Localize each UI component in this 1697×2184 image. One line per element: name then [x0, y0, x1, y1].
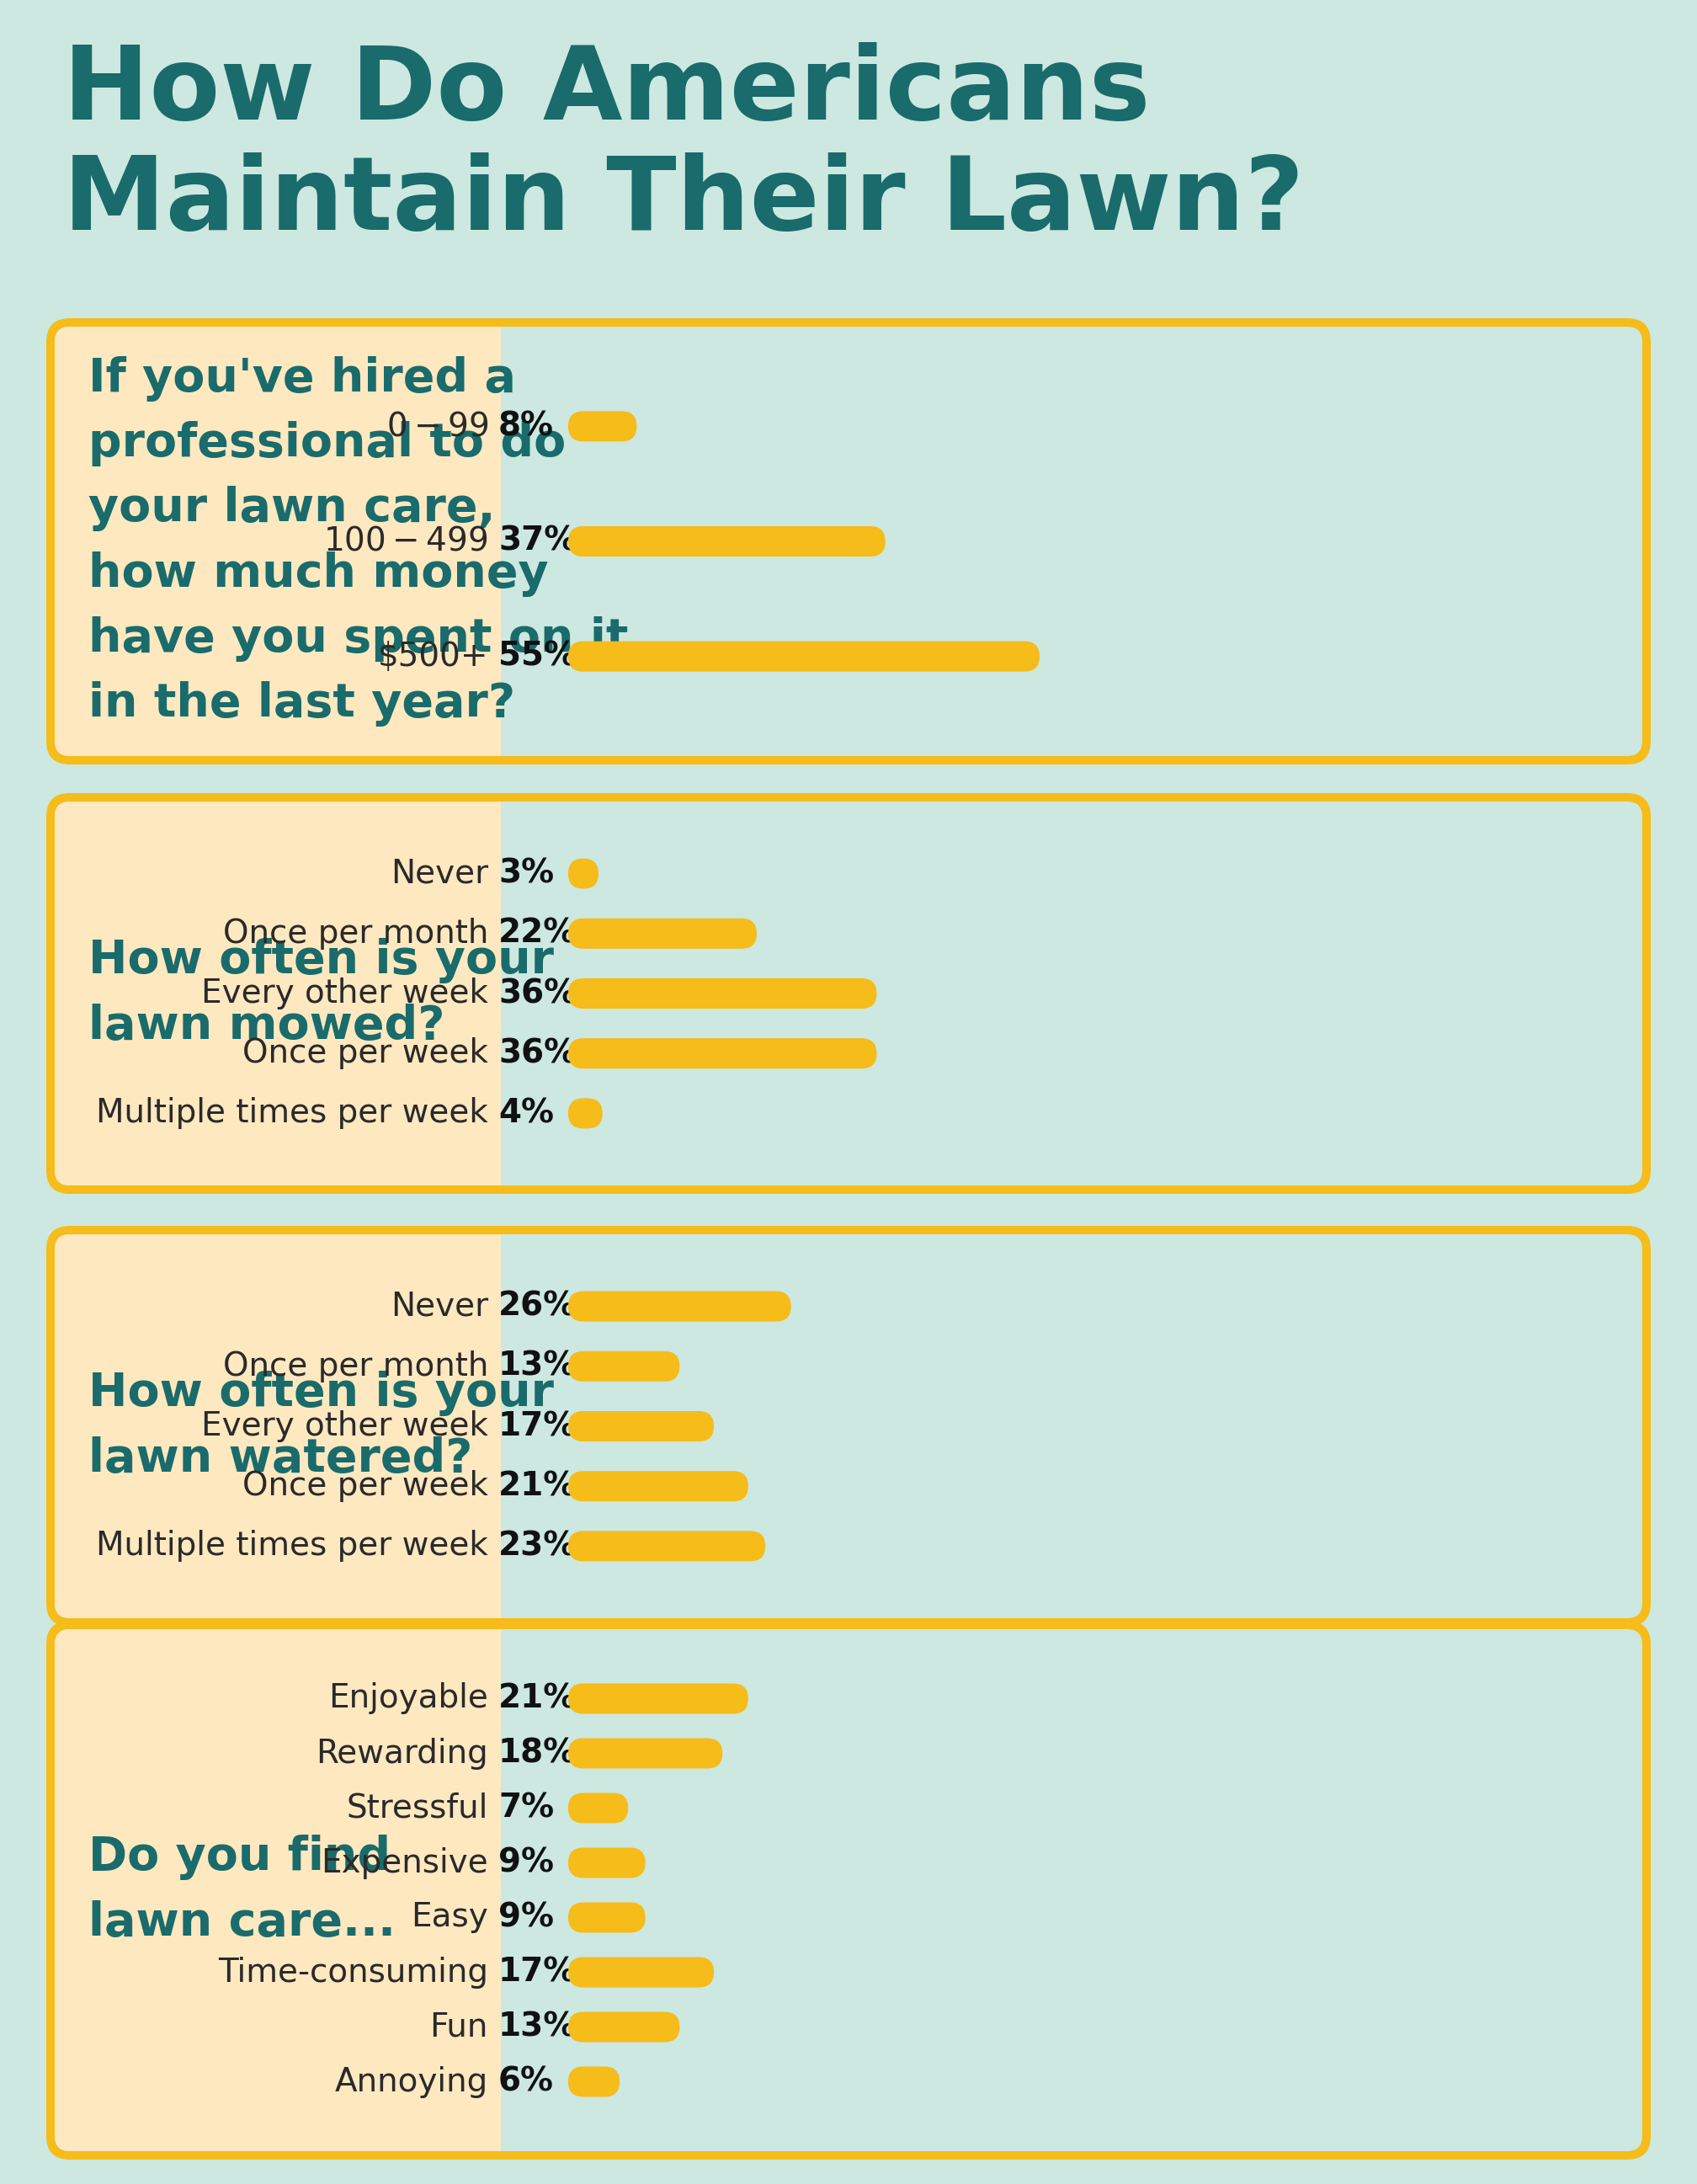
Text: Multiple times per week: Multiple times per week — [97, 1531, 489, 1562]
FancyBboxPatch shape — [54, 1629, 1643, 2151]
Text: 3%: 3% — [499, 858, 553, 889]
Text: How often is your
lawn watered?: How often is your lawn watered? — [88, 1372, 553, 1481]
Text: Every other week: Every other week — [202, 978, 489, 1009]
Text: 17%: 17% — [499, 1411, 577, 1441]
FancyBboxPatch shape — [568, 858, 599, 889]
Text: 13%: 13% — [499, 1350, 577, 1382]
Text: 9%: 9% — [499, 1848, 553, 1878]
Bar — [501, 1234, 521, 1618]
Text: Never: Never — [390, 1291, 489, 1321]
FancyBboxPatch shape — [54, 328, 1643, 756]
Text: 7%: 7% — [499, 1793, 553, 1824]
Text: Fun: Fun — [429, 2011, 489, 2042]
Bar — [501, 1629, 521, 2151]
Text: Do you find
lawn care...: Do you find lawn care... — [88, 1835, 395, 1946]
Text: Time-consuming: Time-consuming — [217, 1957, 489, 1987]
Text: 8%: 8% — [499, 411, 553, 443]
FancyBboxPatch shape — [568, 1352, 679, 1382]
Text: Never: Never — [390, 858, 489, 889]
Text: 6%: 6% — [499, 2066, 553, 2097]
Text: 55%: 55% — [499, 640, 577, 673]
FancyBboxPatch shape — [568, 1793, 628, 1824]
FancyBboxPatch shape — [46, 793, 1651, 1195]
Text: Enjoyable: Enjoyable — [329, 1682, 489, 1714]
Text: Once per month: Once per month — [222, 917, 489, 950]
Bar — [501, 328, 521, 756]
FancyBboxPatch shape — [54, 802, 1643, 1186]
Text: $100-$499: $100-$499 — [324, 526, 489, 557]
Text: 9%: 9% — [499, 1902, 553, 1933]
FancyBboxPatch shape — [568, 1472, 748, 1500]
FancyBboxPatch shape — [568, 642, 1040, 673]
Text: Annoying: Annoying — [334, 2066, 489, 2097]
FancyBboxPatch shape — [568, 1531, 765, 1562]
FancyBboxPatch shape — [54, 1629, 516, 2151]
Text: 21%: 21% — [499, 1682, 577, 1714]
FancyBboxPatch shape — [568, 1848, 645, 1878]
FancyBboxPatch shape — [568, 1037, 877, 1068]
FancyBboxPatch shape — [568, 1902, 645, 1933]
Text: Once per month: Once per month — [222, 1350, 489, 1382]
Text: How often is your
lawn mowed?: How often is your lawn mowed? — [88, 939, 553, 1048]
Text: Every other week: Every other week — [202, 1411, 489, 1441]
Text: Multiple times per week: Multiple times per week — [97, 1096, 489, 1129]
Text: $0-$99: $0-$99 — [387, 411, 489, 443]
FancyBboxPatch shape — [54, 802, 516, 1186]
FancyBboxPatch shape — [54, 1234, 516, 1618]
Text: $500+: $500+ — [377, 640, 489, 673]
Text: 22%: 22% — [499, 917, 577, 950]
FancyBboxPatch shape — [46, 1225, 1651, 1627]
Text: 4%: 4% — [499, 1096, 553, 1129]
Text: 18%: 18% — [499, 1736, 577, 1769]
FancyBboxPatch shape — [568, 1957, 714, 1987]
FancyBboxPatch shape — [568, 978, 877, 1009]
FancyBboxPatch shape — [54, 1234, 1643, 1618]
FancyBboxPatch shape — [568, 919, 757, 948]
Text: How Do Americans
Maintain Their Lawn?: How Do Americans Maintain Their Lawn? — [63, 41, 1305, 251]
FancyBboxPatch shape — [568, 411, 636, 441]
FancyBboxPatch shape — [46, 1621, 1651, 2160]
Text: Expensive: Expensive — [321, 1848, 489, 1878]
Text: Once per week: Once per week — [243, 1470, 489, 1503]
Text: 21%: 21% — [499, 1470, 577, 1503]
Text: 37%: 37% — [499, 526, 577, 557]
FancyBboxPatch shape — [54, 328, 516, 756]
Text: 36%: 36% — [499, 978, 577, 1009]
FancyBboxPatch shape — [46, 319, 1651, 764]
FancyBboxPatch shape — [568, 1684, 748, 1714]
Text: Stressful: Stressful — [346, 1793, 489, 1824]
Text: If you've hired a
professional to do
your lawn care,
how much money
have you spe: If you've hired a professional to do you… — [88, 356, 628, 727]
FancyBboxPatch shape — [568, 526, 886, 557]
Text: Easy: Easy — [411, 1902, 489, 1933]
FancyBboxPatch shape — [568, 1099, 602, 1129]
FancyBboxPatch shape — [568, 1738, 723, 1769]
Text: 13%: 13% — [499, 2011, 577, 2042]
Bar — [501, 802, 521, 1186]
Text: Once per week: Once per week — [243, 1037, 489, 1070]
FancyBboxPatch shape — [568, 1411, 714, 1441]
Text: Rewarding: Rewarding — [316, 1736, 489, 1769]
FancyBboxPatch shape — [568, 1291, 791, 1321]
Text: 17%: 17% — [499, 1957, 577, 1987]
Text: 26%: 26% — [499, 1291, 577, 1321]
FancyBboxPatch shape — [568, 2011, 679, 2042]
FancyBboxPatch shape — [568, 2066, 619, 2097]
Text: 23%: 23% — [499, 1531, 577, 1562]
Text: 36%: 36% — [499, 1037, 577, 1070]
